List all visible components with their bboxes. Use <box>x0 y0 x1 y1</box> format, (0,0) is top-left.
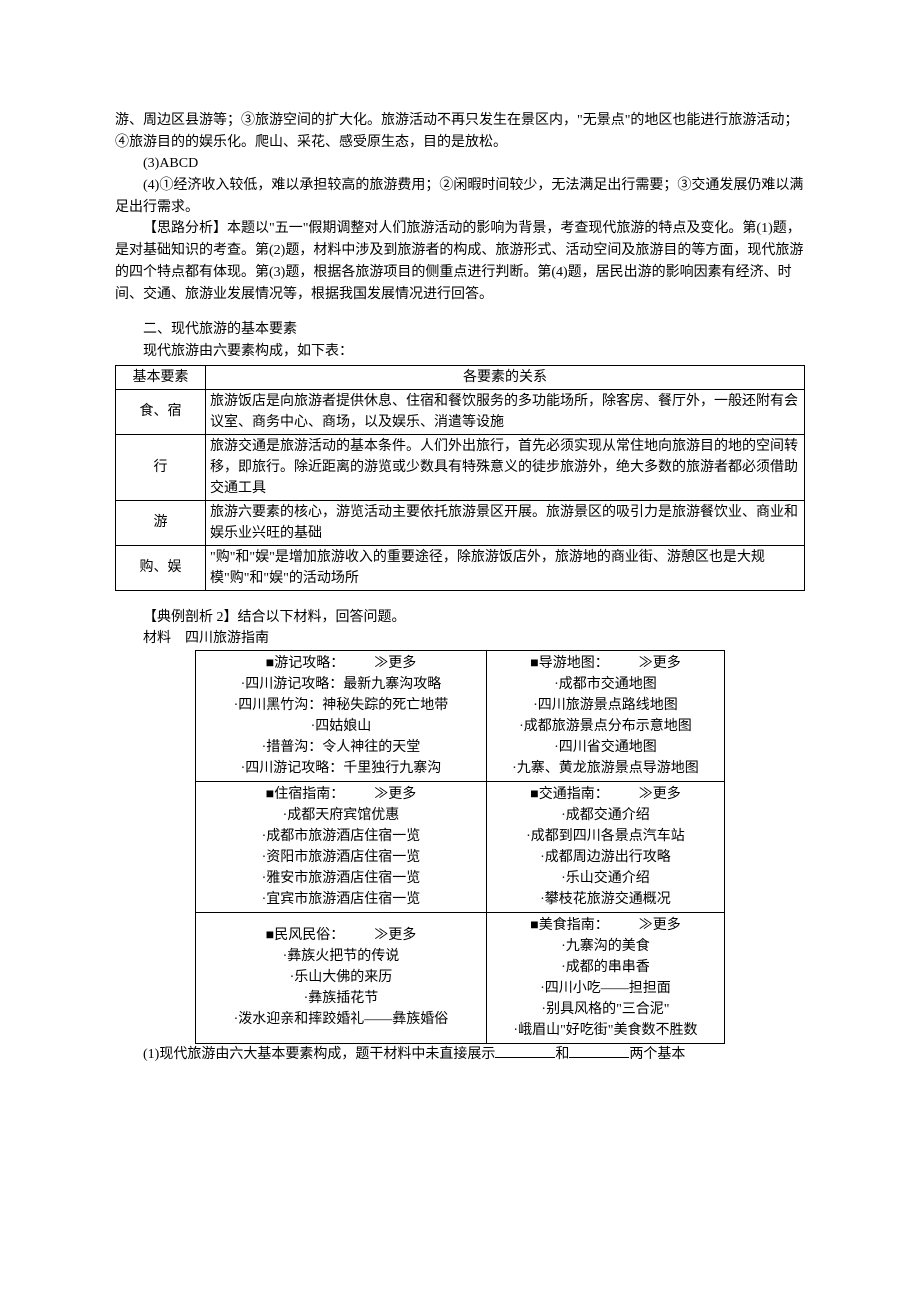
guide-cell-folk: ■民风民俗： ≫更多 ·彝族火把节的传说 ·乐山大佛的来历 ·彝族插花节 ·泼水迎… <box>196 912 487 1043</box>
list-item: ·九寨、黄龙旅游景点导游地图 <box>493 758 718 779</box>
guide-cell-maps: ■导游地图： ≫更多 ·成都市交通地图 ·四川旅游景点路线地图 ·成都旅游景点分布… <box>486 650 724 781</box>
list-item: ·攀枝花旅游交通概况 <box>493 889 718 910</box>
guide-cell-strategy: ■游记攻略： ≫更多 ·四川游记攻略：最新九寨沟攻略 ·四川黑竹沟：神秘失踪的死亡… <box>196 650 487 781</box>
fill-blank[interactable] <box>495 1044 555 1058</box>
list-item: ·成都旅游景点分布示意地图 <box>493 716 718 737</box>
list-item: ·成都市交通地图 <box>493 674 718 695</box>
q1-post: 两个基本 <box>629 1047 685 1062</box>
cell: 游 <box>116 500 206 545</box>
guide-title: ■住宿指南： <box>266 784 344 805</box>
list-item: ·峨眉山"好吃街"美食数不胜数 <box>493 1020 718 1041</box>
more-link: ≫更多 <box>639 915 681 936</box>
th-element: 基本要素 <box>116 365 206 389</box>
list-item: ·四川旅游景点路线地图 <box>493 695 718 716</box>
q1-mid: 和 <box>555 1047 569 1062</box>
th-relation: 各要素的关系 <box>206 365 805 389</box>
guide-cell-lodging: ■住宿指南： ≫更多 ·成都天府宾馆优惠 ·成都市旅游酒店住宿一览 ·资阳市旅游酒… <box>196 781 487 912</box>
list-item: ·彝族插花节 <box>202 988 480 1009</box>
list-item: ·四姑娘山 <box>202 716 480 737</box>
more-link: ≫更多 <box>374 784 416 805</box>
question-1: (1)现代旅游由六大基本要素构成，题干材料中未直接展示 和 两个基本 <box>115 1044 805 1066</box>
guide-title: ■交通指南： <box>530 784 608 805</box>
cell: "购"和"娱"是增加旅游收入的重要途径，除旅游饭店外，旅游地的商业街、游憩区也是… <box>206 545 805 590</box>
more-link: ≫更多 <box>374 925 416 946</box>
example2-material: 材料 四川旅游指南 <box>115 628 805 650</box>
guide-title: ■游记攻略： <box>266 653 344 674</box>
list-item: ·四川省交通地图 <box>493 737 718 758</box>
para-1: 游、周边区县游等；③旅游空间的扩大化。旅游活动不再只发生在景区内，"无景点"的地… <box>115 110 805 153</box>
cell: 旅游饭店是向旅游者提供休息、住宿和餐饮服务的多功能场所，除客房、餐厅外，一般还附… <box>206 389 805 434</box>
more-link: ≫更多 <box>639 653 681 674</box>
table-row: ■住宿指南： ≫更多 ·成都天府宾馆优惠 ·成都市旅游酒店住宿一览 ·资阳市旅游酒… <box>196 781 725 912</box>
para-2: (3)ABCD <box>115 153 805 175</box>
section2-heading: 二、现代旅游的基本要素 <box>115 319 805 341</box>
list-item: ·四川游记攻略：千里独行九寨沟 <box>202 758 480 779</box>
list-item: ·四川游记攻略：最新九寨沟攻略 <box>202 674 480 695</box>
guide-title: ■民风民俗： <box>266 925 344 946</box>
fill-blank[interactable] <box>569 1044 629 1058</box>
list-item: ·宜宾市旅游酒店住宿一览 <box>202 889 480 910</box>
list-item: ·九寨沟的美食 <box>493 936 718 957</box>
list-item: ·乐山交通介绍 <box>493 868 718 889</box>
list-item: ·成都的串串香 <box>493 957 718 978</box>
table-row: 基本要素 各要素的关系 <box>116 365 805 389</box>
elements-table: 基本要素 各要素的关系 食、宿 旅游饭店是向旅游者提供休息、住宿和餐饮服务的多功… <box>115 365 805 591</box>
cell: 食、宿 <box>116 389 206 434</box>
table-row: 购、娱 "购"和"娱"是增加旅游收入的重要途径，除旅游饭店外，旅游地的商业街、游… <box>116 545 805 590</box>
list-item: ·资阳市旅游酒店住宿一览 <box>202 847 480 868</box>
list-item: ·成都天府宾馆优惠 <box>202 805 480 826</box>
list-item: ·成都周边游出行攻略 <box>493 847 718 868</box>
list-item: ·别具风格的"三合泥" <box>493 999 718 1020</box>
more-link: ≫更多 <box>374 653 416 674</box>
list-item: ·成都到四川各景点汽车站 <box>493 826 718 847</box>
table-row: ■游记攻略： ≫更多 ·四川游记攻略：最新九寨沟攻略 ·四川黑竹沟：神秘失踪的死亡… <box>196 650 725 781</box>
list-item: ·成都市旅游酒店住宿一览 <box>202 826 480 847</box>
section2-sub: 现代旅游由六要素构成，如下表： <box>115 341 805 363</box>
cell: 行 <box>116 434 206 500</box>
table-row: 食、宿 旅游饭店是向旅游者提供休息、住宿和餐饮服务的多功能场所，除客房、餐厅外，… <box>116 389 805 434</box>
list-item: ·四川小吃——担担面 <box>493 978 718 999</box>
list-item: ·措普沟：令人神往的天堂 <box>202 737 480 758</box>
guide-cell-food: ■美食指南： ≫更多 ·九寨沟的美食 ·成都的串串香 ·四川小吃——担担面 ·别具… <box>486 912 724 1043</box>
list-item: ·乐山大佛的来历 <box>202 967 480 988</box>
list-item: ·泼水迎亲和摔跤婚礼——彝族婚俗 <box>202 1009 480 1030</box>
cell: 购、娱 <box>116 545 206 590</box>
cell: 旅游六要素的核心，游览活动主要依托旅游景区开展。旅游景区的吸引力是旅游餐饮业、商… <box>206 500 805 545</box>
list-item: ·雅安市旅游酒店住宿一览 <box>202 868 480 889</box>
list-item: ·成都交通介绍 <box>493 805 718 826</box>
table-row: 行 旅游交通是旅游活动的基本条件。人们外出旅行，首先必须实现从常住地向旅游目的地… <box>116 434 805 500</box>
more-link: ≫更多 <box>639 784 681 805</box>
para-4: 【思路分析】本题以"五一"假期调整对人们旅游活动的影响为背景，考查现代旅游的特点… <box>115 218 805 305</box>
guide-title: ■导游地图： <box>530 653 608 674</box>
list-item: ·四川黑竹沟：神秘失踪的死亡地带 <box>202 695 480 716</box>
guide-title: ■美食指南： <box>530 915 608 936</box>
table-row: 游 旅游六要素的核心，游览活动主要依托旅游景区开展。旅游景区的吸引力是旅游餐饮业… <box>116 500 805 545</box>
travel-guide-table: ■游记攻略： ≫更多 ·四川游记攻略：最新九寨沟攻略 ·四川黑竹沟：神秘失踪的死亡… <box>195 650 725 1044</box>
q1-pre: (1)现代旅游由六大基本要素构成，题干材料中未直接展示 <box>143 1047 495 1062</box>
guide-cell-transport: ■交通指南： ≫更多 ·成都交通介绍 ·成都到四川各景点汽车站 ·成都周边游出行攻… <box>486 781 724 912</box>
cell: 旅游交通是旅游活动的基本条件。人们外出旅行，首先必须实现从常住地向旅游目的地的空… <box>206 434 805 500</box>
list-item: ·彝族火把节的传说 <box>202 946 480 967</box>
example2-title: 【典例剖析 2】结合以下材料，回答问题。 <box>115 607 805 629</box>
table-row: ■民风民俗： ≫更多 ·彝族火把节的传说 ·乐山大佛的来历 ·彝族插花节 ·泼水迎… <box>196 912 725 1043</box>
para-3: (4)①经济收入较低，难以承担较高的旅游费用；②闲暇时间较少，无法满足出行需要；… <box>115 175 805 218</box>
